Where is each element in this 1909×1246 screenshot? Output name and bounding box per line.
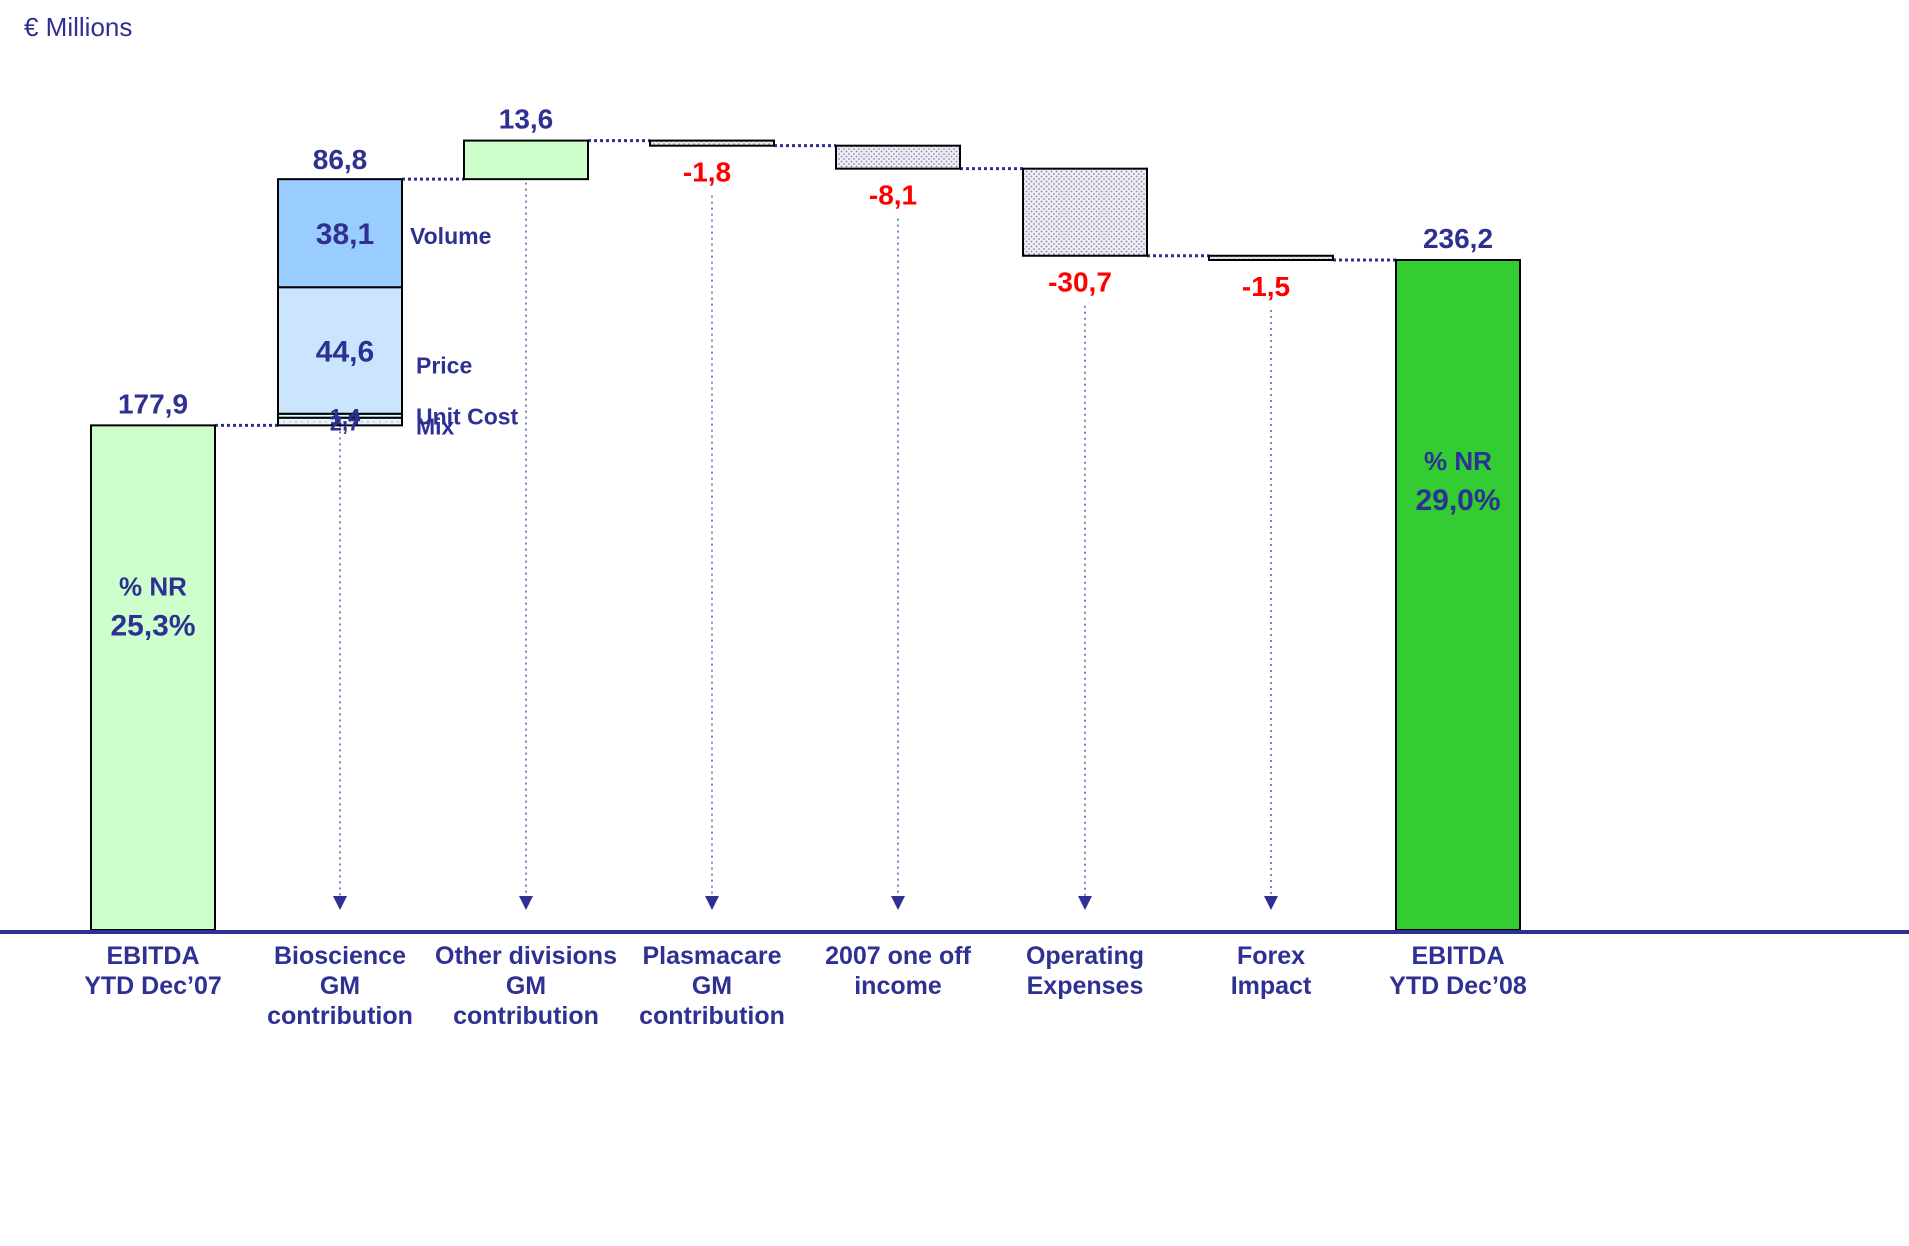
inner-label-pct: 25,3% (110, 609, 195, 642)
component-name-label: Volume (410, 223, 491, 249)
value-label: 13,6 (499, 104, 554, 135)
category-labels: EBITDA YTD Dec’07 Bioscience GM contribution… (84, 942, 1527, 1030)
arrow-head-icon (519, 896, 533, 910)
inner-label-nr: % NR (119, 571, 187, 601)
category-arrows (333, 170, 1278, 910)
category-label: Other divisions GM contribution (435, 942, 617, 1030)
value-label: 86,8 (313, 144, 368, 175)
bar-delta-5 (1022, 167, 1148, 257)
category-label: EBITDA YTD Dec’08 (1389, 942, 1527, 1000)
arrow-head-icon (1078, 896, 1092, 910)
bar-delta-6 (1208, 254, 1334, 262)
bar-total-7 (1395, 259, 1521, 931)
bar-delta-2 (463, 139, 589, 181)
component-name-label: Mix (416, 414, 455, 440)
bar-delta-4 (835, 144, 961, 170)
component-value-label: 44,6 (316, 335, 374, 368)
bar-component-volume (277, 178, 403, 289)
connectors (215, 139, 1396, 427)
inner-label-nr: % NR (1424, 446, 1492, 476)
arrow-head-icon (705, 896, 719, 910)
arrow-head-icon (333, 896, 347, 910)
category-label: EBITDA YTD Dec’07 (84, 942, 222, 1000)
bars (90, 139, 1521, 931)
value-label: -1,8 (683, 157, 731, 188)
bar-delta-3 (649, 139, 775, 147)
category-label: 2007 one off income (825, 942, 972, 1000)
bar-total-0 (90, 424, 216, 931)
category-label: Plasmacare GM contribution (639, 942, 785, 1030)
value-label: -8,1 (869, 180, 917, 211)
value-label: 236,2 (1423, 223, 1493, 254)
value-label: -30,7 (1048, 267, 1112, 298)
value-label: 177,9 (118, 388, 188, 419)
value-label: -1,5 (1242, 271, 1290, 302)
category-label: Bioscience GM contribution (267, 942, 413, 1030)
category-label: Forex Impact (1231, 942, 1312, 1000)
component-value-label: 1,4 (330, 405, 361, 430)
value-labels: 177,9 % NR 25,3% 2,7 Mix 1,4 Unit Cost 44,6 Pric… (110, 104, 1500, 643)
arrow-head-icon (1264, 896, 1278, 910)
category-label: Operating Expenses (1026, 942, 1144, 1000)
component-value-label: 2,7 (330, 411, 361, 436)
component-name-label: Price (416, 352, 472, 378)
inner-label-pct: 29,0% (1415, 484, 1500, 517)
component-value-label: 38,1 (316, 218, 374, 251)
arrow-head-icon (891, 896, 905, 910)
unit-label: € Millions (24, 12, 133, 42)
component-name-label: Unit Cost (416, 404, 519, 430)
